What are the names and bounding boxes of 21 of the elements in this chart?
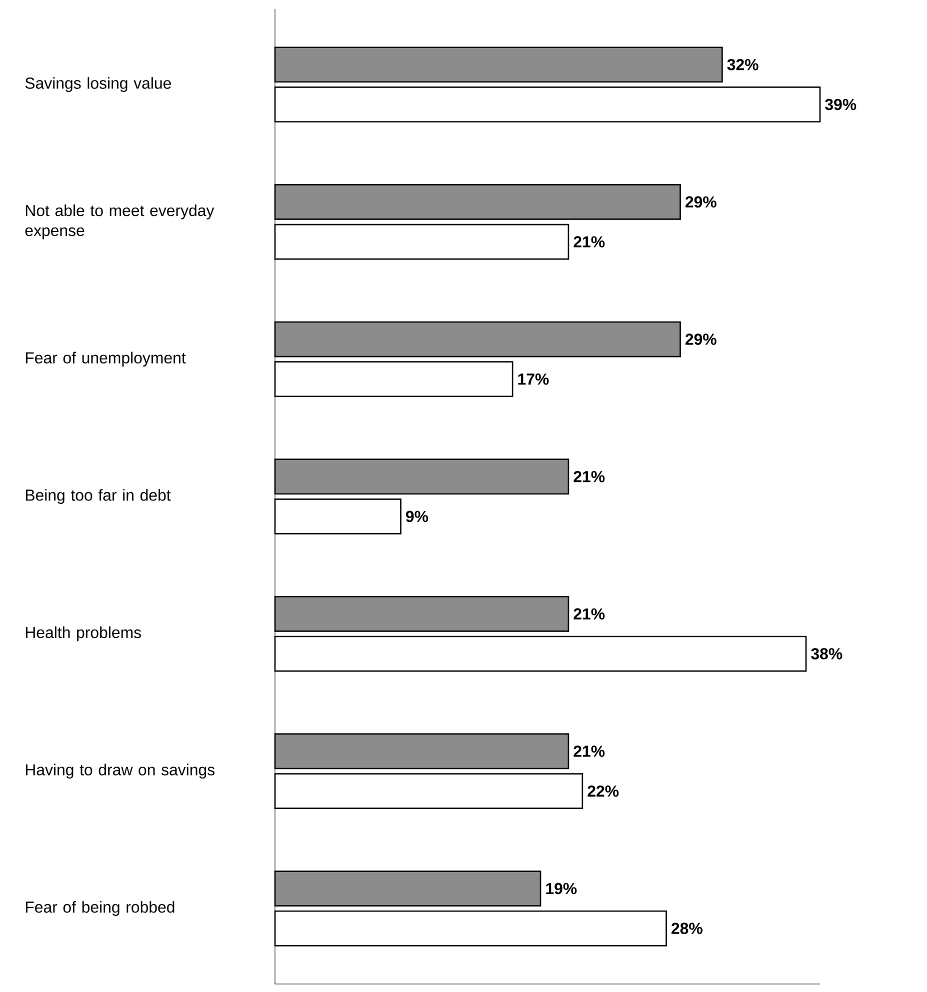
data-label: 38% bbox=[811, 648, 842, 660]
data-label: 9% bbox=[406, 510, 428, 522]
y-tick-label: Health problems bbox=[26, 626, 141, 642]
data-label: 39% bbox=[825, 98, 856, 110]
data-label: 21% bbox=[574, 746, 605, 757]
data-label: 17% bbox=[518, 374, 549, 385]
data-label: 28% bbox=[672, 922, 702, 934]
y-tick-label: Fear of unemployment bbox=[26, 352, 186, 367]
data-label: 21% bbox=[574, 236, 605, 248]
y-tick-label: Fear of being robbed bbox=[26, 901, 174, 916]
data-label: 29% bbox=[686, 334, 716, 345]
data-label: 29% bbox=[686, 196, 716, 208]
data-label: 21% bbox=[574, 608, 605, 620]
data-label: 32% bbox=[727, 58, 758, 70]
y-tick-label: Being too far in debt bbox=[26, 489, 171, 504]
data-label: 21% bbox=[574, 470, 605, 482]
y-tick-label: Having to draw on savings bbox=[26, 764, 215, 779]
data-label: 22% bbox=[588, 785, 619, 797]
y-tick-label: Not able to meet everyday expense bbox=[25, 204, 214, 240]
y-tick-label: Savings losing value bbox=[25, 77, 171, 92]
data-label: 19% bbox=[546, 882, 577, 894]
